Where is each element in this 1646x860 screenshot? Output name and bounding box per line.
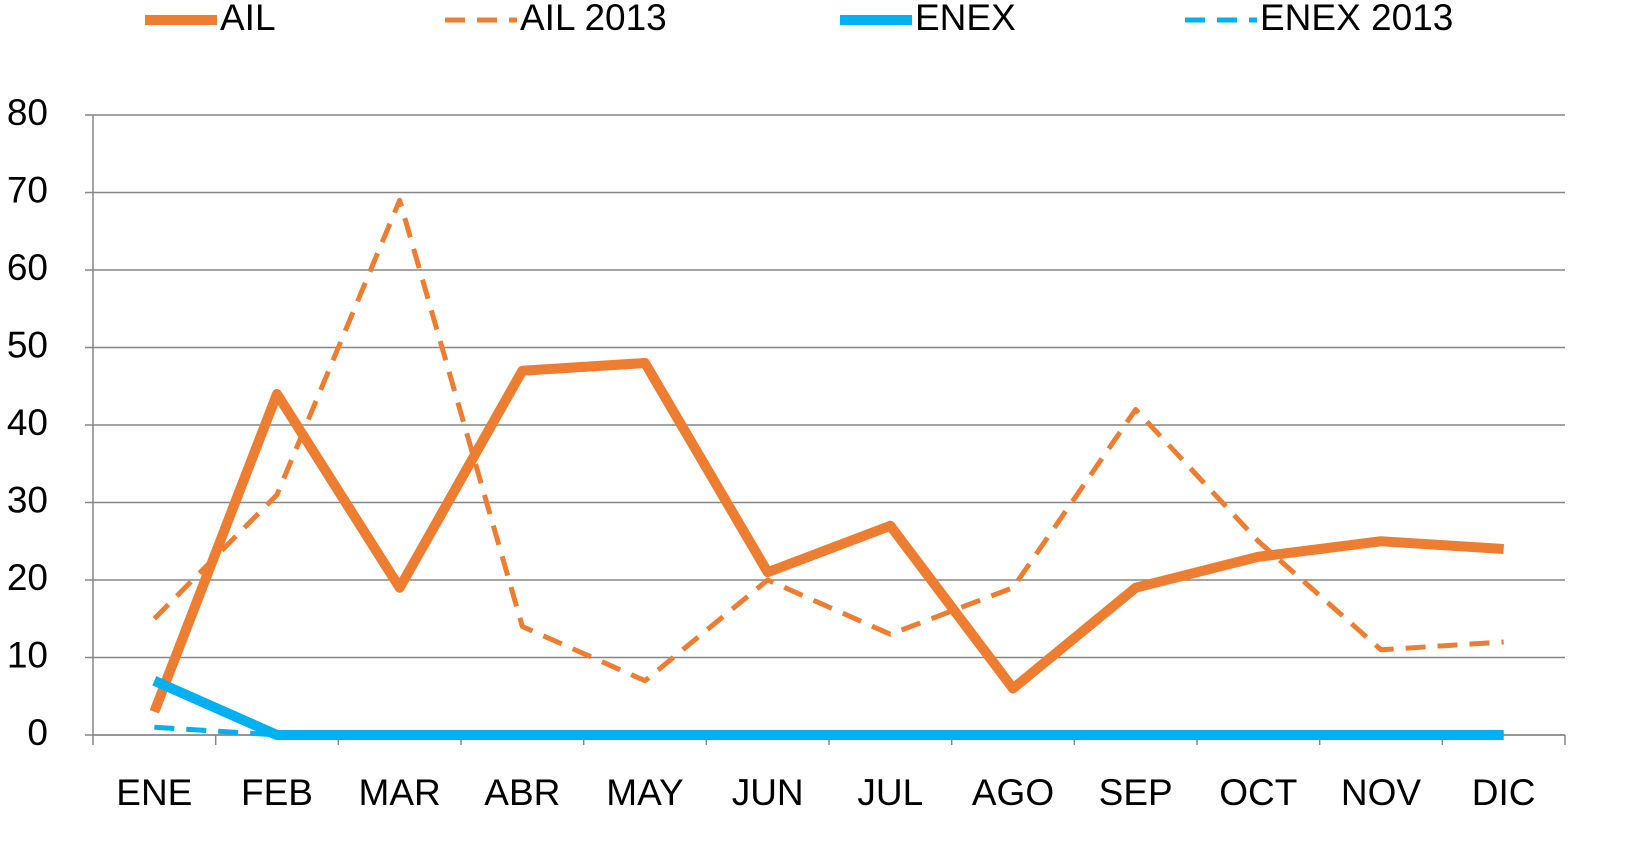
x-tick-label: JUN xyxy=(732,772,804,813)
x-tick-label: OCT xyxy=(1219,772,1297,813)
x-tick-label: AGO xyxy=(972,772,1054,813)
y-tick-label: 80 xyxy=(7,92,48,133)
x-tick-label: MAY xyxy=(606,772,683,813)
y-tick-label: 50 xyxy=(7,324,48,365)
series-line xyxy=(154,724,1504,738)
y-tick-label: 0 xyxy=(27,712,48,753)
legend-label: AIL 2013 xyxy=(520,0,667,38)
y-tick-label: 10 xyxy=(7,634,48,675)
x-tick-label: DIC xyxy=(1472,772,1536,813)
x-tick-label: FEB xyxy=(241,772,313,813)
series-line xyxy=(152,197,1504,684)
y-tick-label: 60 xyxy=(7,247,48,288)
series-line xyxy=(149,358,1504,714)
x-tick-label: ENE xyxy=(116,772,192,813)
legend-label: ENEX 2013 xyxy=(1260,0,1453,38)
x-tick-label: MAR xyxy=(359,772,441,813)
x-tick-label: NOV xyxy=(1341,772,1422,813)
x-tick-label: SEP xyxy=(1099,772,1173,813)
y-tick-label: 70 xyxy=(7,169,48,210)
y-tick-label: 20 xyxy=(7,557,48,598)
y-tick-label: 40 xyxy=(7,402,48,443)
x-tick-label: ABR xyxy=(484,772,560,813)
legend-label: AIL xyxy=(220,0,276,38)
y-tick-label: 30 xyxy=(7,479,48,520)
x-tick-label: JUL xyxy=(857,772,923,813)
series-line xyxy=(152,676,1504,740)
legend-label: ENEX xyxy=(915,0,1016,38)
